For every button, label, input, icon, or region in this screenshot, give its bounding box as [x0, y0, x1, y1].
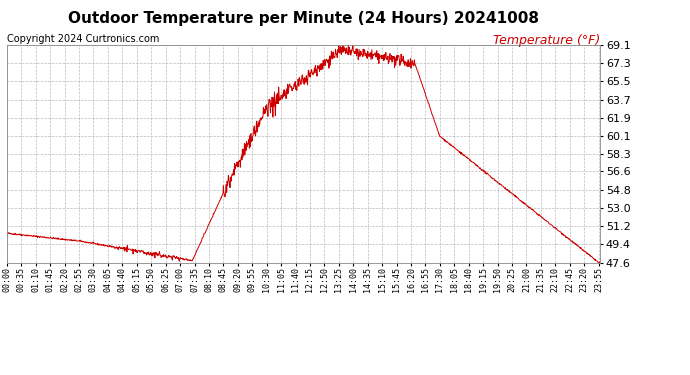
Text: Copyright 2024 Curtronics.com: Copyright 2024 Curtronics.com [7, 34, 159, 44]
Text: Temperature (°F): Temperature (°F) [493, 34, 600, 47]
Text: Outdoor Temperature per Minute (24 Hours) 20241008: Outdoor Temperature per Minute (24 Hours… [68, 11, 539, 26]
